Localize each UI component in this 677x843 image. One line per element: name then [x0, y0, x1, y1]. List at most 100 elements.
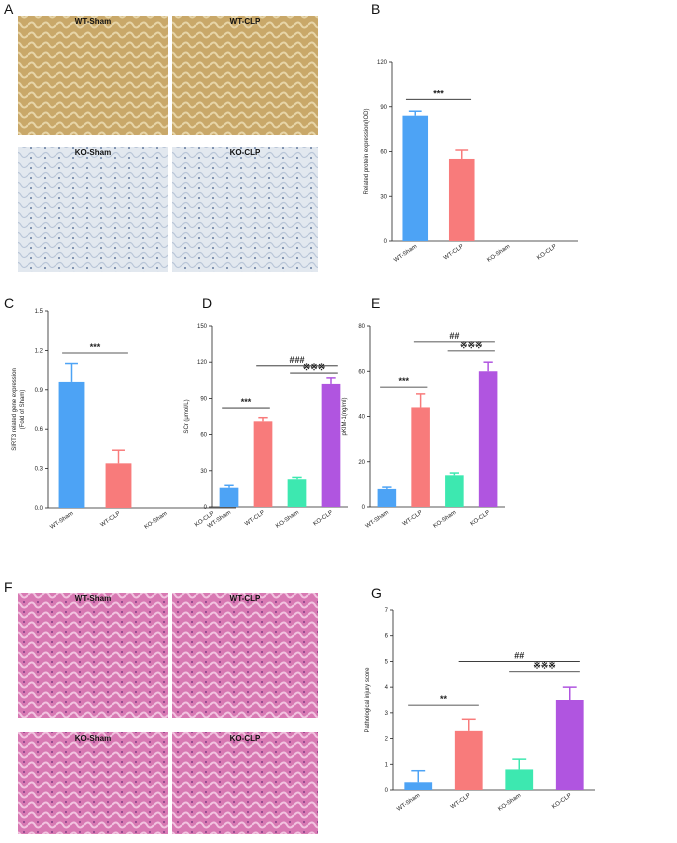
y-tick-label: 40	[358, 415, 365, 421]
panel-letter: G	[371, 585, 382, 601]
significance-label: ***	[433, 88, 444, 98]
y-tick-label: 0	[362, 505, 366, 511]
significance-label: **	[440, 694, 448, 704]
image-label: KO-Sham	[75, 734, 111, 743]
significance-label: ※※※	[303, 362, 326, 372]
y-axis-label: (Fold of Sham)	[20, 390, 26, 430]
y-tick-label: 5	[385, 659, 389, 665]
panel-letter: B	[371, 1, 380, 17]
y-tick-label: 60	[200, 433, 207, 439]
panel-letter: E	[371, 295, 380, 311]
y-tick-label: 0	[204, 505, 208, 511]
micrograph	[172, 147, 318, 272]
y-tick-label: 20	[358, 460, 365, 466]
y-tick-label: 4	[385, 685, 389, 691]
significance-label: ***	[241, 397, 252, 407]
bar	[402, 115, 429, 241]
panel-letter: A	[4, 1, 14, 17]
micrograph	[172, 16, 318, 135]
y-tick-label: 80	[358, 324, 365, 330]
y-tick-label: 150	[197, 324, 208, 330]
image-panels	[18, 16, 318, 834]
bar	[58, 381, 85, 508]
micrograph	[18, 147, 168, 272]
bar	[219, 487, 239, 507]
x-tick-label: WT-CLP	[443, 244, 465, 262]
bar	[321, 383, 341, 507]
micrograph	[172, 593, 318, 718]
y-axis-label: SIRT3 related gene expression	[12, 368, 18, 451]
y-axis-label: SCr (μmol/L)	[184, 399, 190, 433]
y-tick-label: 0.6	[35, 427, 44, 433]
significance-label: ##	[514, 650, 524, 660]
y-tick-label: 1	[385, 762, 389, 768]
bar	[454, 730, 483, 790]
x-tick-label: KO-CLP	[551, 793, 573, 811]
image-label: WT-CLP	[230, 17, 261, 26]
y-tick-label: 120	[377, 60, 388, 66]
x-tick-label: KO-Sham	[497, 793, 522, 813]
y-axis-label: Related protein expression(IOD)	[364, 108, 370, 194]
bar	[287, 479, 307, 507]
panel-letter: D	[202, 295, 212, 311]
y-axis-label: pKIM-1(ng/ml)	[342, 397, 348, 435]
y-tick-label: 90	[200, 396, 207, 402]
bar	[404, 782, 433, 790]
x-tick-label: WT-Sham	[365, 510, 390, 530]
x-tick-label: WT-CLP	[100, 511, 122, 529]
x-tick-label: WT-CLP	[244, 510, 266, 528]
y-tick-label: 0.0	[35, 506, 44, 512]
image-label: WT-CLP	[230, 594, 261, 603]
y-tick-label: 90	[380, 105, 387, 111]
x-tick-label: KO-CLP	[536, 244, 558, 262]
y-tick-label: 60	[380, 150, 387, 156]
x-tick-label: KO-Sham	[144, 511, 169, 531]
significance-label: ※※※	[460, 340, 483, 350]
micrograph	[18, 593, 168, 718]
bar	[505, 769, 534, 790]
significance-label: ***	[398, 376, 409, 386]
y-tick-label: 2	[385, 737, 389, 743]
x-tick-label: WT-CLP	[402, 510, 424, 528]
y-tick-label: 0.9	[35, 388, 44, 394]
y-tick-label: 30	[200, 469, 207, 475]
image-label: KO-CLP	[230, 148, 261, 157]
x-tick-label: KO-CLP	[312, 510, 334, 528]
bar	[448, 158, 475, 241]
y-tick-label: 3	[385, 711, 389, 717]
y-tick-label: 30	[380, 194, 387, 200]
y-tick-label: 0	[384, 239, 388, 245]
significance-label: ※※※	[533, 661, 556, 671]
bar	[105, 463, 132, 508]
y-tick-label: 1.5	[35, 309, 44, 315]
x-tick-label: WT-Sham	[393, 244, 418, 264]
bar	[555, 700, 584, 790]
image-label: KO-Sham	[75, 148, 111, 157]
micrograph	[18, 732, 168, 834]
bar	[478, 371, 498, 507]
micrograph	[18, 16, 168, 135]
x-tick-label: KO-Sham	[433, 510, 458, 530]
y-tick-label: 7	[385, 608, 389, 614]
micrograph	[172, 732, 318, 834]
bar	[445, 475, 464, 507]
significance-label: ###	[289, 355, 304, 365]
y-tick-label: 0.3	[35, 467, 44, 473]
panel-letter: C	[4, 295, 14, 311]
image-label: WT-Sham	[75, 17, 111, 26]
bar	[411, 407, 430, 507]
x-tick-label: KO-CLP	[470, 510, 492, 528]
significance-label: ##	[449, 331, 459, 341]
y-tick-label: 1.2	[35, 348, 44, 354]
bar	[253, 421, 273, 507]
y-tick-label: 0	[385, 788, 389, 794]
x-tick-label: WT-Sham	[49, 511, 74, 531]
y-tick-label: 60	[358, 369, 365, 375]
x-tick-label: KO-Sham	[275, 510, 300, 530]
panel-letter: F	[4, 579, 13, 595]
y-axis-label: Pathological injury score	[365, 667, 371, 733]
x-tick-label: KO-Sham	[486, 244, 511, 264]
y-tick-label: 120	[197, 360, 208, 366]
